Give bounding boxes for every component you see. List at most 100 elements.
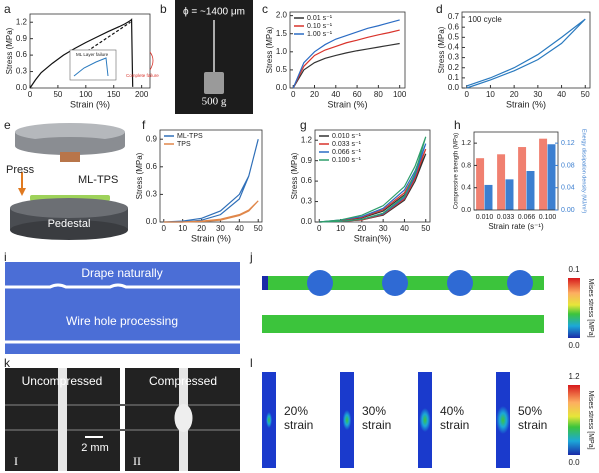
x-tick-label: 0.066 [518, 214, 536, 221]
y-tick-label: 1.2 [301, 135, 313, 144]
annotation-arrow [149, 51, 154, 71]
colorbar-label: Mises stress [MPa] [587, 390, 594, 449]
y-axis-label: Compressive strength (MPa) [454, 133, 460, 209]
x-axis-label: Strain(%) [354, 233, 392, 243]
y-tick-label: 0.5 [448, 32, 460, 41]
series-line [292, 42, 400, 89]
photo-b: ϕ = ~1400 μm 500 g [175, 0, 253, 114]
y-tick-label: 0.8 [461, 162, 471, 169]
illustration-e: Press ML-TPS Pedestal [6, 123, 128, 240]
panel-label: a [4, 2, 11, 16]
bar [476, 158, 485, 210]
plot-frame [473, 131, 559, 211]
series-line [319, 136, 427, 223]
x-tick-label: 20 [310, 90, 319, 99]
x-tick-label: 0 [28, 90, 33, 99]
strain-label: 40% [440, 404, 464, 418]
panel-label: c [262, 2, 268, 16]
strain-label: 50% [518, 404, 542, 418]
x-tick-label: 20 [510, 90, 519, 99]
x-axis-label: Strain (%) [70, 99, 110, 109]
press-label: Press [6, 164, 35, 176]
bar [526, 171, 535, 210]
y-tick-label: 1.5 [276, 29, 288, 38]
bar [505, 179, 514, 210]
photo-k: Uncompressed Compressed 2 mm I II [5, 368, 240, 471]
x-tick-label: 30 [379, 224, 388, 233]
y-axis-label: Stress (MPa) [437, 26, 446, 73]
strain-hotspot [342, 410, 352, 430]
colorbar-max: 0.1 [568, 265, 580, 274]
series-line [163, 139, 259, 223]
strain-label: 30% [362, 404, 386, 418]
series-line [319, 148, 427, 223]
bar [497, 154, 506, 210]
diameter-label: ϕ = ~1400 μm [183, 7, 245, 18]
x-tick-label: 10 [486, 90, 495, 99]
y-tick-label: 0.4 [448, 43, 460, 52]
series-line [29, 18, 134, 89]
wire-label: Wire hole processing [66, 314, 178, 328]
series-line [292, 19, 400, 89]
series-line [163, 200, 259, 223]
x-tick-label: 40 [557, 90, 566, 99]
panel-label: i [4, 250, 7, 264]
bar [539, 138, 548, 210]
panel-label: b [160, 2, 167, 16]
x-tick-label: 60 [353, 90, 362, 99]
panel-label: h [454, 118, 461, 132]
y-tick-label: 1.2 [461, 140, 471, 147]
y-tick-label: 0.0 [16, 83, 28, 92]
x-axis-label: Strain rate (s⁻¹) [488, 222, 544, 231]
x-tick-label: 40 [400, 224, 409, 233]
panel-label: k [4, 356, 11, 370]
y-tick-label: 0.3 [448, 53, 460, 62]
x-tick-label: 50 [254, 224, 263, 233]
x-axis-label: Strain (%) [191, 233, 231, 243]
x-tick-label: 0 [465, 90, 470, 99]
y2-tick-label: 0.00 [561, 207, 575, 214]
y-tick-label: 0.9 [146, 134, 158, 143]
x-tick-label: 200 [135, 90, 149, 99]
scale-label: 2 mm [81, 442, 109, 454]
legend-label: 0.066 s⁻¹ [332, 149, 362, 156]
weight-label: 500 g [202, 96, 227, 108]
y-tick-label: 0.1 [448, 73, 460, 82]
y-tick-label: 0.7 [448, 12, 460, 21]
y2-axis-label: Energy dissipation density (MJ/m³) [581, 129, 587, 214]
photo-i: Drape naturally Wire hole processing [5, 262, 240, 354]
series-line [466, 18, 586, 89]
x-tick-label: 30 [533, 90, 542, 99]
y-axis-label: Stress (MPa) [135, 152, 144, 199]
simulation-j: 0.1 0.0 Mises stress [MPa] [262, 265, 594, 350]
legend-label: ML-TPS [177, 133, 203, 140]
y2-tick-label: 0.04 [561, 185, 575, 192]
legend-label: 0.010 s⁻¹ [332, 133, 362, 140]
y-tick-label: 0.2 [448, 63, 460, 72]
y-tick-label: 0.6 [448, 22, 460, 31]
plot-frame [289, 11, 406, 89]
plot-frame [314, 129, 431, 223]
id-left: I [14, 454, 18, 468]
y-tick-label: 0.3 [301, 197, 313, 206]
x-tick-label: 50 [421, 224, 430, 233]
x-tick-label: 10 [336, 224, 345, 233]
panel-label: f [142, 118, 146, 132]
uncompressed-label: Uncompressed [22, 374, 103, 388]
strain-label: strain [518, 418, 547, 432]
sample-label: ML-TPS [78, 174, 118, 186]
y-tick-label: 0.5 [276, 65, 288, 74]
strain-label: strain [362, 418, 391, 432]
strain-hotspot [419, 408, 431, 432]
y-tick-label: 0.9 [16, 34, 28, 43]
series-line [292, 29, 400, 89]
y-tick-label: 0.9 [301, 156, 313, 165]
pedestal-label: Pedestal [48, 218, 91, 230]
legend-label: TPS [177, 141, 191, 148]
strain-label: 20% [284, 404, 308, 418]
plot-frame [159, 129, 263, 223]
x-tick-label: 0.100 [539, 214, 557, 221]
strain-label: strain [284, 418, 313, 432]
legend-label: 0.01 s⁻¹ [307, 15, 333, 22]
panel-label: l [250, 356, 253, 370]
